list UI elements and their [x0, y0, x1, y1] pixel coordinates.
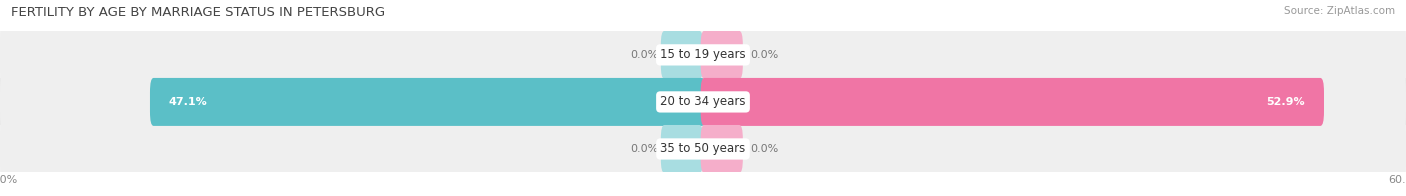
Text: 15 to 19 years: 15 to 19 years	[661, 48, 745, 61]
Bar	[0, 78, 1406, 125]
FancyBboxPatch shape	[700, 78, 1324, 126]
FancyBboxPatch shape	[700, 125, 742, 173]
Text: 47.1%: 47.1%	[169, 97, 208, 107]
FancyBboxPatch shape	[700, 31, 742, 79]
Text: 0.0%: 0.0%	[630, 144, 658, 154]
FancyBboxPatch shape	[661, 31, 703, 79]
Text: 52.9%: 52.9%	[1267, 97, 1305, 107]
Text: FERTILITY BY AGE BY MARRIAGE STATUS IN PETERSBURG: FERTILITY BY AGE BY MARRIAGE STATUS IN P…	[11, 6, 385, 19]
Bar	[0, 125, 1406, 172]
Text: 0.0%: 0.0%	[749, 144, 778, 154]
Bar	[0, 31, 1406, 78]
FancyBboxPatch shape	[150, 78, 706, 126]
Text: 0.0%: 0.0%	[749, 50, 778, 60]
Text: 0.0%: 0.0%	[630, 50, 658, 60]
FancyBboxPatch shape	[661, 125, 703, 173]
Text: 20 to 34 years: 20 to 34 years	[661, 95, 745, 108]
Text: 35 to 50 years: 35 to 50 years	[661, 142, 745, 155]
FancyBboxPatch shape	[0, 69, 1406, 135]
FancyBboxPatch shape	[0, 116, 1406, 182]
FancyBboxPatch shape	[0, 22, 1406, 88]
Text: Source: ZipAtlas.com: Source: ZipAtlas.com	[1284, 6, 1395, 16]
